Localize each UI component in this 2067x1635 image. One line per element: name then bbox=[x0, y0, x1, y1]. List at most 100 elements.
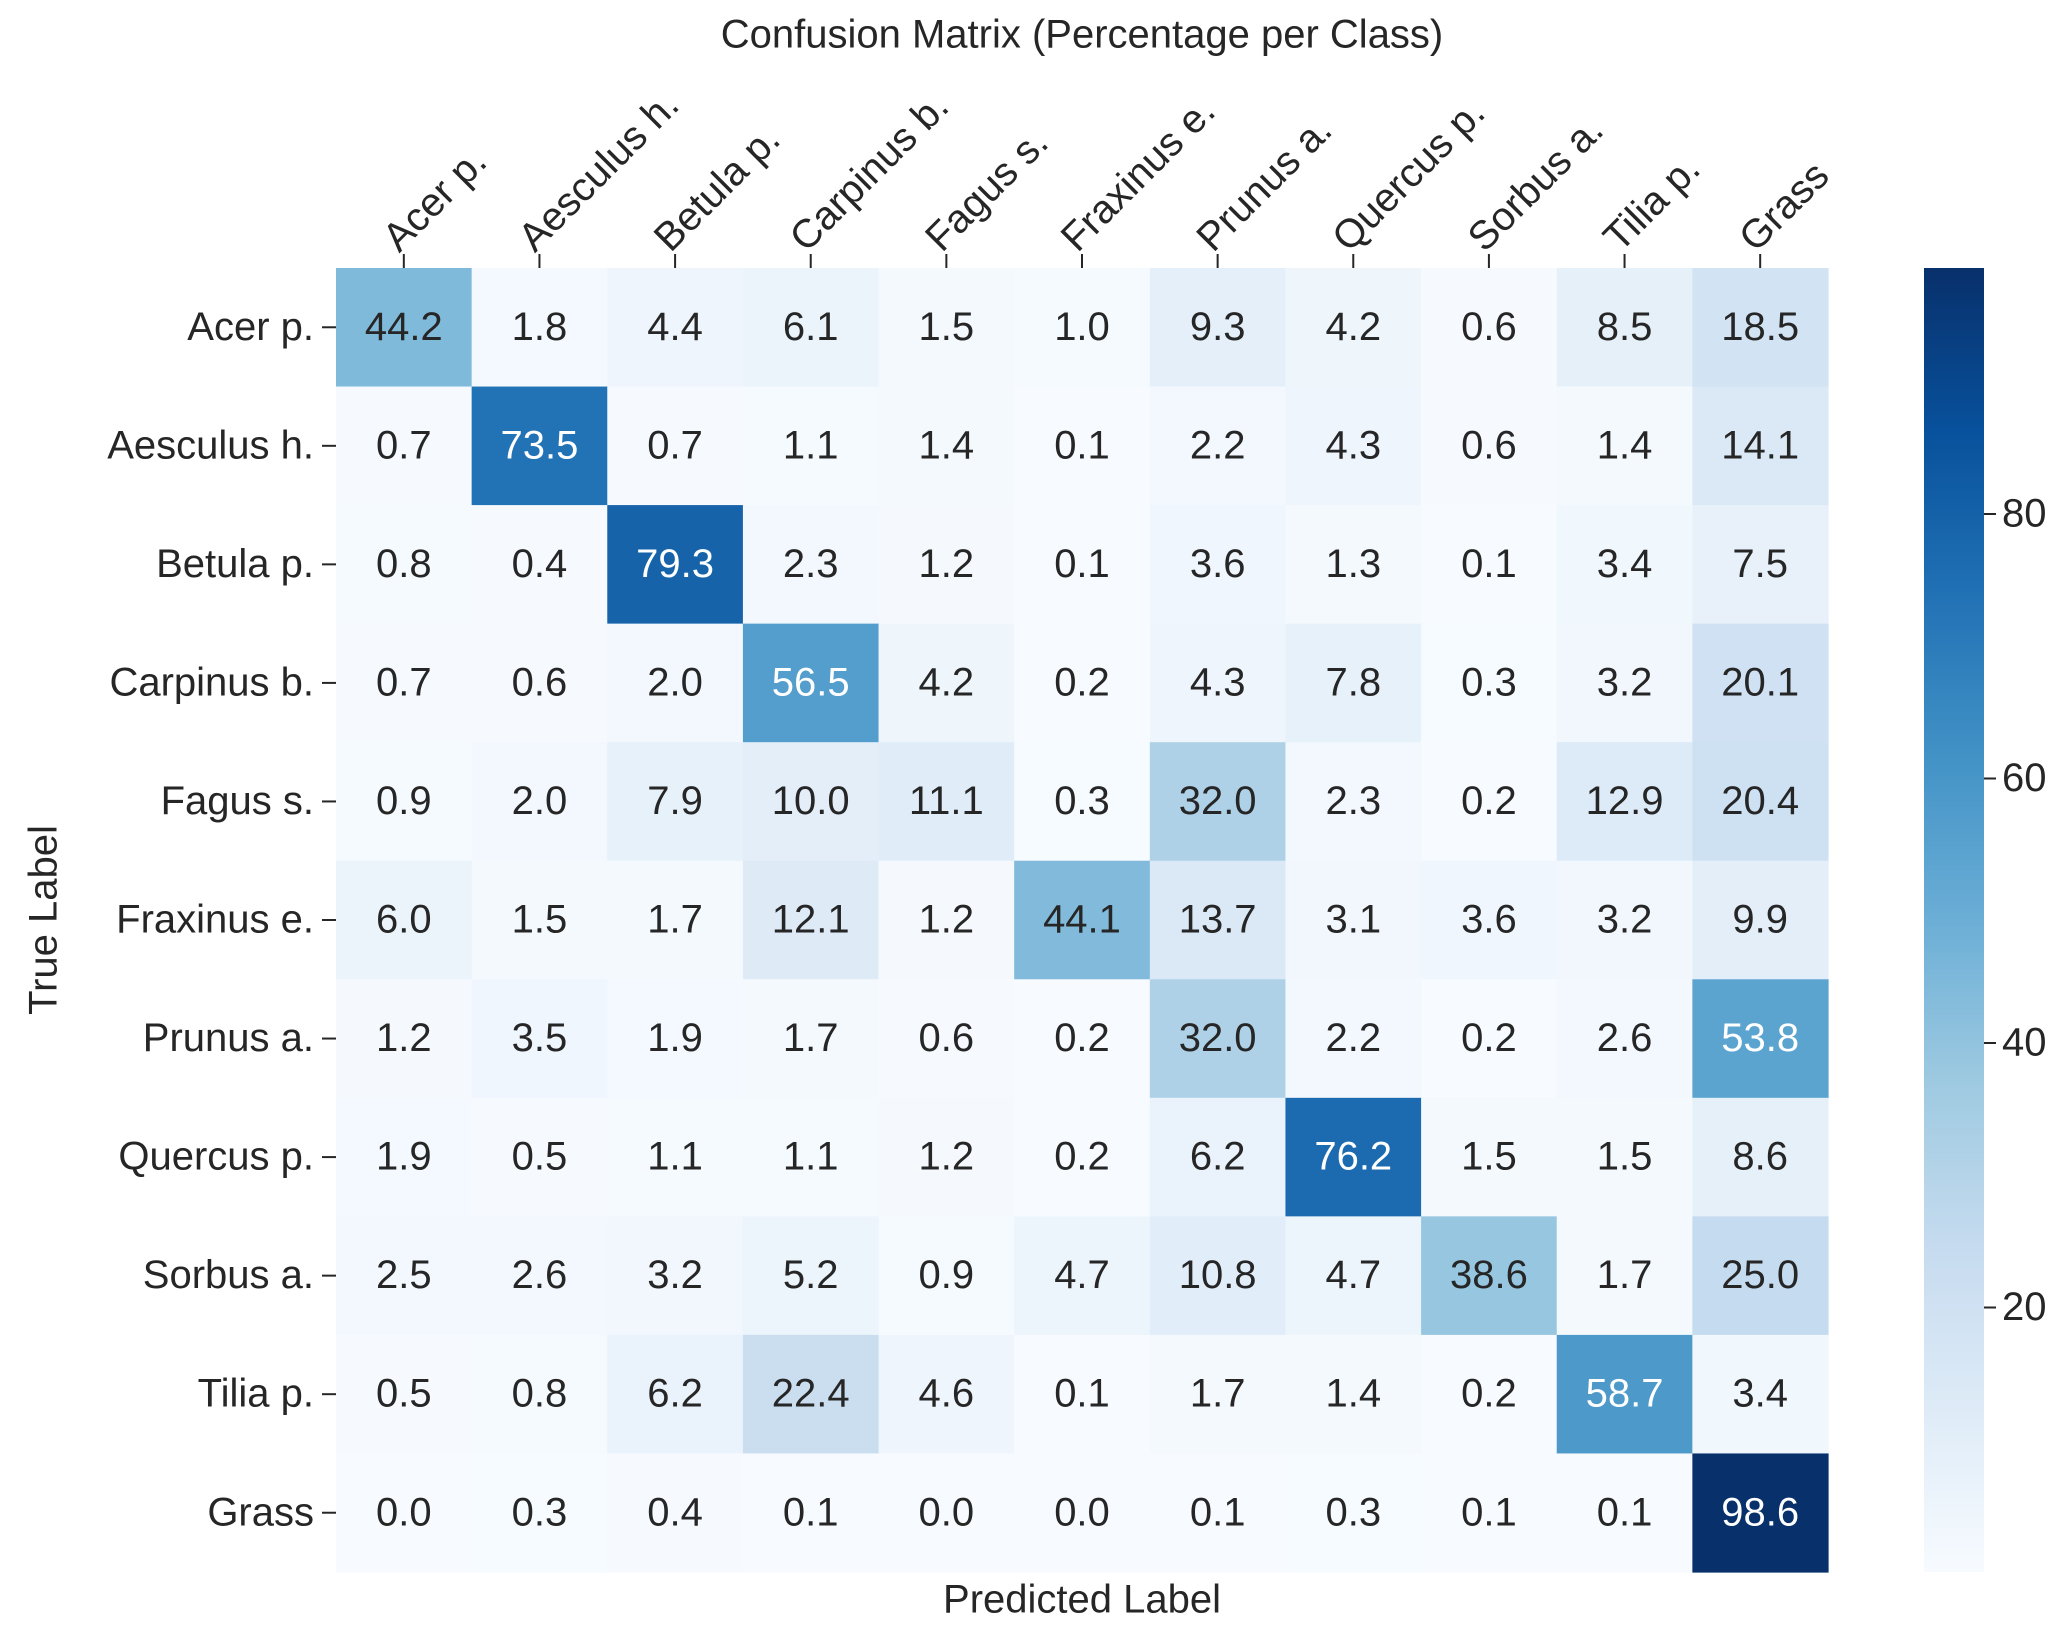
cell-label: 10.8 bbox=[1179, 1253, 1257, 1297]
cell-label: 1.4 bbox=[919, 423, 975, 467]
cell-label: 20.1 bbox=[1721, 660, 1799, 704]
cell-label: 1.7 bbox=[783, 1016, 839, 1060]
heatmap-cell bbox=[742, 505, 880, 625]
x-tick-label: Tilia p. bbox=[1595, 146, 1708, 259]
heatmap-cell bbox=[607, 1334, 744, 1455]
cell-label: 44.1 bbox=[1043, 898, 1121, 942]
heatmap-cell bbox=[878, 1216, 1015, 1336]
cell-label: 0.6 bbox=[919, 1016, 975, 1060]
heatmap-cell bbox=[607, 742, 744, 862]
cell-label: 53.8 bbox=[1721, 1016, 1799, 1060]
heatmap-cell bbox=[1692, 1097, 1829, 1217]
heatmap-cell bbox=[607, 505, 744, 625]
cell-label: 1.9 bbox=[647, 1016, 703, 1060]
cell-label: 0.1 bbox=[1461, 1490, 1517, 1534]
heatmap-cell bbox=[471, 1334, 608, 1455]
heatmap-cell bbox=[336, 386, 473, 506]
cell-label: 79.3 bbox=[636, 542, 714, 586]
heatmap-cell bbox=[1556, 1453, 1693, 1573]
heatmap-cell bbox=[878, 623, 1015, 743]
cell-label: 1.5 bbox=[512, 898, 568, 942]
heatmap-cell bbox=[1421, 979, 1558, 1099]
heatmap-cell bbox=[1556, 623, 1693, 743]
cell-label: 1.4 bbox=[1597, 423, 1653, 467]
cell-label: 4.7 bbox=[1325, 1253, 1381, 1297]
cell-label: 4.7 bbox=[1054, 1253, 1110, 1297]
heatmap-cell bbox=[1692, 623, 1829, 743]
colorbar bbox=[1924, 268, 1984, 1572]
cell-label: 18.5 bbox=[1721, 305, 1799, 349]
heatmap-cell bbox=[1421, 386, 1558, 506]
cell-label: 58.7 bbox=[1586, 1372, 1664, 1416]
cell-label: 73.5 bbox=[501, 423, 579, 467]
heatmap-cell bbox=[471, 386, 608, 506]
heatmap-cell bbox=[1149, 979, 1287, 1099]
heatmap-cell bbox=[1692, 860, 1829, 980]
cell-label: 2.3 bbox=[783, 542, 839, 586]
heatmap-cell bbox=[1421, 1097, 1558, 1217]
heatmap-cell bbox=[1149, 742, 1287, 862]
heatmap-cell bbox=[336, 1334, 473, 1455]
cell-label: 0.0 bbox=[919, 1490, 975, 1534]
cell-label: 0.3 bbox=[1054, 779, 1110, 823]
cell-label: 8.6 bbox=[1732, 1135, 1788, 1179]
cell-label: 2.5 bbox=[376, 1253, 432, 1297]
cell-label: 2.6 bbox=[1597, 1016, 1653, 1060]
cell-label: 6.2 bbox=[647, 1372, 703, 1416]
heatmap-cell bbox=[742, 1334, 880, 1455]
heatmap-cell bbox=[471, 268, 608, 388]
heatmap-cell bbox=[1014, 1334, 1151, 1455]
cell-label: 2.2 bbox=[1190, 423, 1246, 467]
cell-label: 0.5 bbox=[512, 1135, 568, 1179]
chart-title: Confusion Matrix (Percentage per Class) bbox=[721, 13, 1444, 57]
cell-label: 4.3 bbox=[1190, 660, 1246, 704]
y-tick-label: Grass bbox=[207, 1490, 314, 1534]
heatmap-cell bbox=[607, 1216, 744, 1336]
cell-label: 38.6 bbox=[1450, 1253, 1528, 1297]
y-tick-label: Prunus a. bbox=[143, 1016, 314, 1060]
heatmap-cell bbox=[471, 1097, 608, 1217]
cell-label: 3.4 bbox=[1597, 542, 1653, 586]
heatmap-cell bbox=[878, 979, 1015, 1099]
heatmap-cell bbox=[607, 979, 744, 1099]
heatmap-cell bbox=[1692, 1334, 1829, 1455]
heatmap-cell bbox=[1556, 1216, 1693, 1336]
cell-label: 0.9 bbox=[376, 779, 432, 823]
cell-label: 0.3 bbox=[512, 1490, 568, 1534]
heatmap-cell bbox=[1149, 860, 1287, 980]
heatmap-cell bbox=[1285, 505, 1422, 625]
cell-label: 0.3 bbox=[1461, 660, 1517, 704]
heatmap-cell bbox=[1014, 386, 1151, 506]
heatmap-cell bbox=[1014, 860, 1151, 980]
heatmap-cell bbox=[607, 623, 744, 743]
y-tick-label: Fagus s. bbox=[161, 779, 314, 823]
cell-label: 20.4 bbox=[1721, 779, 1799, 823]
cell-label: 0.1 bbox=[1461, 542, 1517, 586]
cell-label: 25.0 bbox=[1721, 1253, 1799, 1297]
heatmap-cell bbox=[1692, 505, 1829, 625]
heatmap-cell bbox=[336, 1097, 473, 1217]
heatmap-cell bbox=[471, 979, 608, 1099]
cell-label: 0.2 bbox=[1461, 779, 1517, 823]
cell-label: 9.9 bbox=[1732, 898, 1788, 942]
heatmap-cell bbox=[1556, 386, 1693, 506]
cell-label: 0.2 bbox=[1054, 660, 1110, 704]
cell-label: 2.0 bbox=[647, 660, 703, 704]
cell-label: 1.4 bbox=[1325, 1372, 1381, 1416]
heatmap-cell bbox=[742, 623, 880, 743]
heatmap-cell bbox=[471, 742, 608, 862]
cell-label: 4.3 bbox=[1325, 423, 1381, 467]
heatmap-cell bbox=[336, 979, 473, 1099]
heatmap-cell bbox=[1692, 268, 1829, 388]
cell-label: 56.5 bbox=[772, 660, 850, 704]
cell-label: 44.2 bbox=[365, 305, 443, 349]
heatmap-cell bbox=[878, 1334, 1015, 1455]
heatmap-cell bbox=[742, 979, 880, 1099]
cell-label: 0.1 bbox=[1054, 1372, 1110, 1416]
heatmap-cell bbox=[1014, 1097, 1151, 1217]
cell-label: 6.0 bbox=[376, 898, 432, 942]
cell-label: 1.7 bbox=[647, 898, 703, 942]
heatmap-cell bbox=[1149, 1453, 1287, 1573]
